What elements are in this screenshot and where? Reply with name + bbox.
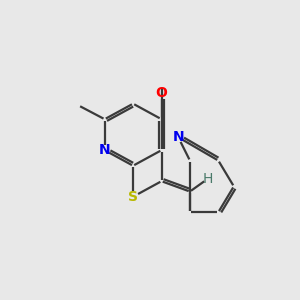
Text: O: O — [156, 86, 167, 100]
Text: S: S — [128, 190, 138, 204]
Text: N: N — [99, 143, 110, 157]
Text: N: N — [172, 130, 184, 144]
Text: H: H — [203, 172, 213, 186]
